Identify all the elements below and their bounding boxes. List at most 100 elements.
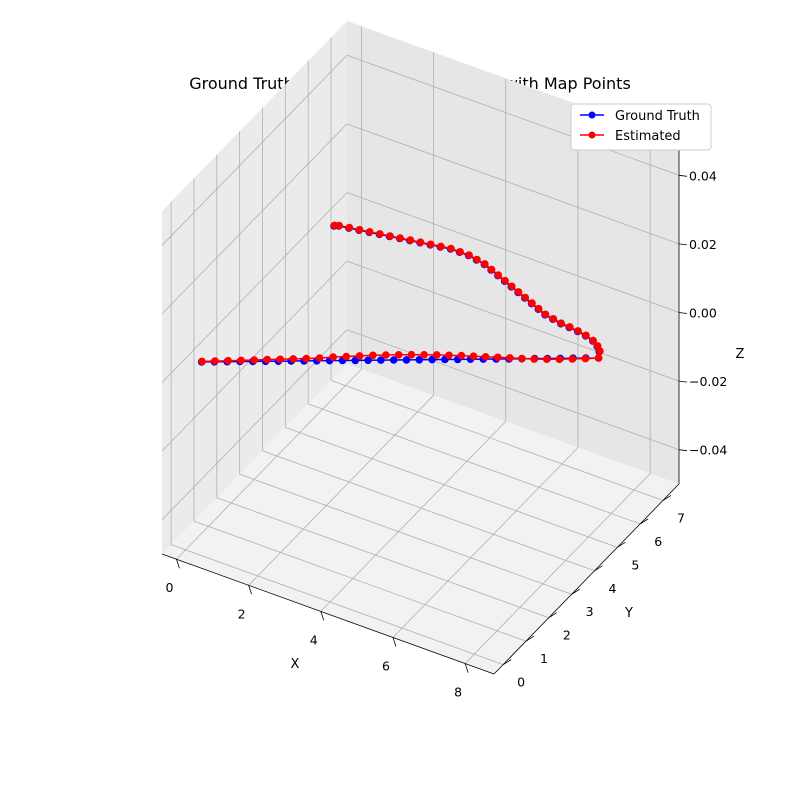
marker-est xyxy=(369,351,377,360)
x-tick xyxy=(176,559,180,569)
y-tick-label: 4 xyxy=(609,581,617,596)
marker-est xyxy=(386,232,394,240)
y-tick xyxy=(617,541,626,548)
y-tick-label: 0 xyxy=(517,675,525,690)
legend-label-ground-truth: Ground Truth xyxy=(615,109,700,124)
marker-est xyxy=(549,315,558,323)
marker-est xyxy=(555,355,564,364)
y-tick xyxy=(502,659,512,665)
z-tick xyxy=(678,380,688,383)
z-tick-label: −0.04 xyxy=(689,443,727,458)
y-tick-label: 6 xyxy=(654,534,662,549)
marker-gt xyxy=(364,356,372,365)
grid-line-z-back xyxy=(346,260,680,382)
marker-est xyxy=(315,354,324,362)
z-tick-label: 0.00 xyxy=(689,306,717,321)
marker-est xyxy=(506,354,514,362)
marker-est xyxy=(457,351,466,360)
marker-est xyxy=(329,353,337,361)
grid-line-x-floor xyxy=(464,473,651,664)
grid-line-z-side xyxy=(161,123,348,315)
y-tick xyxy=(525,635,535,642)
z-tick-label: −0.02 xyxy=(689,374,727,389)
marker-est xyxy=(437,242,445,251)
marker-est xyxy=(289,355,298,363)
marker-est xyxy=(514,288,523,296)
grid-line-y-floor xyxy=(330,380,664,501)
marker-gt xyxy=(389,356,398,364)
marker-est xyxy=(541,310,550,319)
y-tick xyxy=(548,612,558,619)
marker-gt xyxy=(428,355,436,364)
z-tick xyxy=(678,449,688,452)
x-tick xyxy=(392,637,397,647)
marker-est xyxy=(593,342,602,350)
marker-est xyxy=(263,355,272,364)
marker-est xyxy=(481,260,489,268)
marker-est xyxy=(276,355,285,364)
marker-est xyxy=(198,357,206,366)
legend: Ground Truth Estimated xyxy=(570,103,712,151)
marker-est xyxy=(355,352,364,360)
marker-gt xyxy=(402,356,411,364)
marker-est xyxy=(342,352,351,361)
marker-est xyxy=(382,351,390,359)
x-tick-label: 8 xyxy=(454,685,462,700)
marker-est xyxy=(426,240,435,249)
marker-est xyxy=(420,351,428,359)
marker-est xyxy=(447,244,455,253)
y-tick-label: 5 xyxy=(631,557,639,572)
marker-est xyxy=(469,352,478,361)
marker-est xyxy=(566,323,574,331)
y-tick-label: 7 xyxy=(677,510,685,525)
legend-label-estimated: Estimated xyxy=(615,129,681,144)
x-axis-line xyxy=(161,553,495,675)
marker-est xyxy=(568,355,577,363)
legend-box xyxy=(570,103,712,151)
legend-marker-ground-truth xyxy=(588,111,596,119)
marker-gt xyxy=(415,356,424,364)
z-axis-label: Z xyxy=(736,347,745,362)
x-tick xyxy=(320,611,325,621)
grid-line-x-floor xyxy=(176,368,362,560)
y-axis-label: Y xyxy=(624,606,633,621)
marker-est xyxy=(494,271,503,279)
marker-est xyxy=(528,299,536,307)
marker-est xyxy=(355,225,364,234)
x-tick-label: 2 xyxy=(238,606,246,621)
grid-lines xyxy=(161,26,680,665)
x-tick-label: 0 xyxy=(165,580,173,595)
y-tick xyxy=(639,518,649,525)
grid-line-z-back xyxy=(346,54,680,176)
marker-est xyxy=(445,351,453,360)
marker-est xyxy=(211,357,219,365)
z-tick xyxy=(678,243,688,246)
grid-line-y-floor xyxy=(308,403,641,525)
marker-est xyxy=(473,255,481,264)
marker-est xyxy=(302,354,311,363)
marker-est xyxy=(250,356,258,364)
grid-line-y-floor xyxy=(239,473,572,595)
y-tick xyxy=(571,588,580,595)
marker-est xyxy=(581,354,590,363)
y-axis-line xyxy=(493,483,680,675)
marker-est xyxy=(582,331,590,340)
x-tick xyxy=(248,585,252,595)
grid-line-z-side xyxy=(161,260,348,452)
marker-est xyxy=(224,356,232,365)
y-tick-label: 1 xyxy=(540,651,548,666)
marker-est xyxy=(330,221,339,230)
marker-est xyxy=(521,293,530,302)
grid-line-y-floor xyxy=(170,544,504,665)
x-tick-label: 4 xyxy=(310,632,318,647)
marker-est xyxy=(456,248,464,256)
grid-line-y-floor xyxy=(285,426,618,548)
legend-marker-estimated xyxy=(588,131,596,139)
grid-line-x-floor xyxy=(392,447,579,638)
grid-line-x-floor xyxy=(248,395,434,586)
marker-est xyxy=(237,356,245,365)
grid-line-z-back xyxy=(346,192,680,313)
marker-est xyxy=(432,351,441,359)
marker-est xyxy=(394,351,403,359)
